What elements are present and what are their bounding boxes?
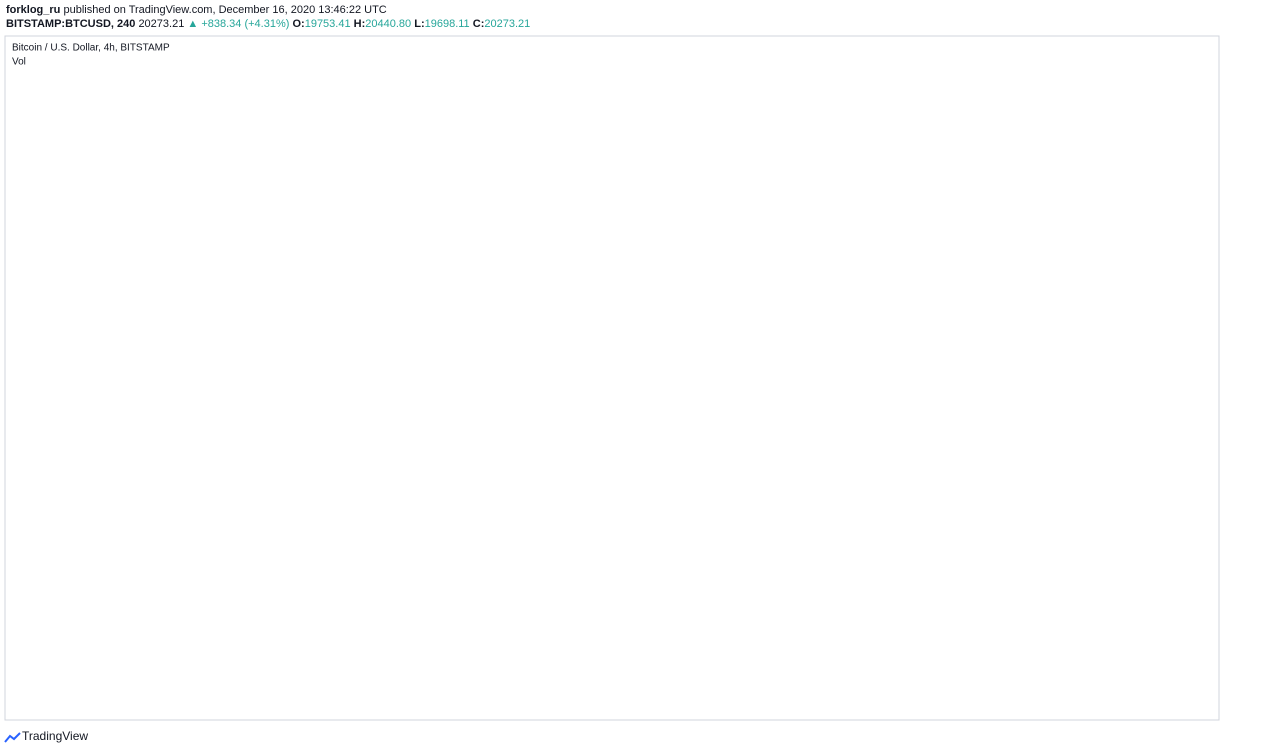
plot-frame — [4, 35, 1220, 721]
publisher: forklog_ru — [6, 4, 61, 16]
ohlc-value: 20273.21 — [484, 18, 531, 30]
logo — [4, 732, 21, 743]
last: 20273.21 — [138, 18, 185, 30]
ohlc-label: L: — [414, 18, 425, 30]
change: ▲ +838.34 (+4.31%) — [187, 18, 290, 30]
ohlc-label: O: — [292, 18, 305, 30]
publish-line: forklog_ru published on TradingView.com,… — [6, 3, 530, 17]
ohlc-label: C: — [472, 18, 485, 30]
header: forklog_ru published on TradingView.com,… — [6, 3, 530, 31]
symbol-line: BITSTAMP:BTCUSD, 240 20273.21 ▲ +838.34 … — [6, 17, 530, 31]
brand: TradingView — [22, 729, 89, 743]
published: published on TradingView.com, December 1… — [63, 4, 387, 16]
ohlc-label: H: — [353, 18, 366, 30]
ohlc-value: 20440.80 — [365, 18, 412, 30]
chart-title: Bitcoin / U.S. Dollar, 4h, BITSTAMP — [12, 43, 170, 54]
ohlc: O:19753.41 H:20440.80 L:19698.11 C:20273… — [292, 18, 530, 30]
ohlc-value: 19753.41 — [304, 18, 351, 30]
ohlc-value: 19698.11 — [424, 18, 470, 30]
volume-label: Vol — [12, 57, 26, 68]
symbol: BITSTAMP:BTCUSD, 240 — [6, 18, 136, 30]
footer: TradingView — [4, 729, 89, 743]
